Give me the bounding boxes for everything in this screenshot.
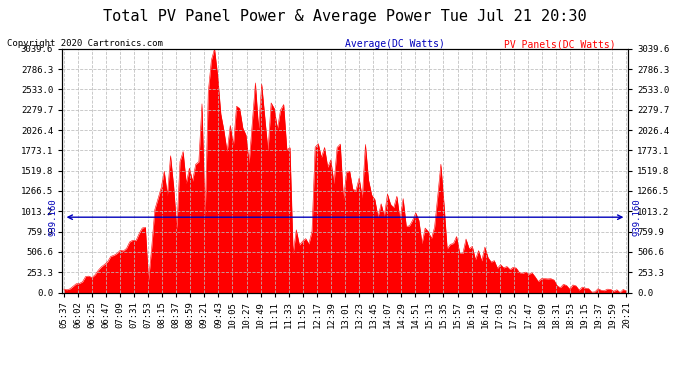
Text: Copyright 2020 Cartronics.com: Copyright 2020 Cartronics.com bbox=[7, 39, 163, 48]
Text: PV Panels(DC Watts): PV Panels(DC Watts) bbox=[504, 39, 615, 50]
Text: 939.160: 939.160 bbox=[633, 198, 642, 236]
Text: 939.160: 939.160 bbox=[48, 198, 57, 236]
Text: Average(DC Watts): Average(DC Watts) bbox=[345, 39, 445, 50]
Text: Total PV Panel Power & Average Power Tue Jul 21 20:30: Total PV Panel Power & Average Power Tue… bbox=[104, 9, 586, 24]
